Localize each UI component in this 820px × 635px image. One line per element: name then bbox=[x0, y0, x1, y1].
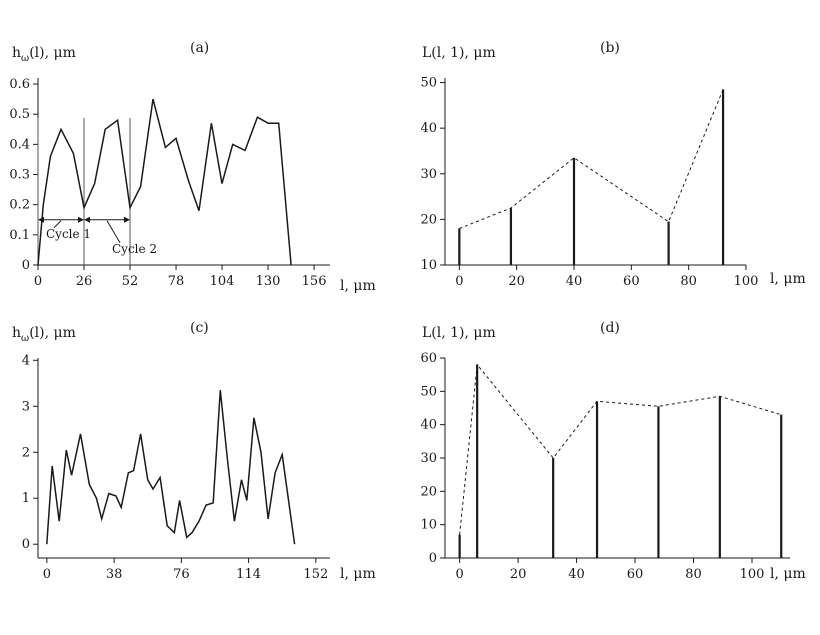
y-tick-label: 50 bbox=[420, 76, 437, 91]
x-tick-label: 152 bbox=[303, 567, 328, 582]
panel-label: (d) bbox=[600, 320, 620, 336]
y-tick-label: 4 bbox=[22, 353, 30, 368]
x-axis-label: l, μm bbox=[770, 271, 806, 287]
y-axis-label: L(l, 1), μm bbox=[422, 325, 496, 341]
panel-c: 0 38 76 114 152 0 1 2 3 4 hω(l), μm l, μm (c) bbox=[12, 320, 376, 582]
x-tick-label: 60 bbox=[623, 274, 640, 289]
y-axis-label: hω(l), μm bbox=[12, 45, 76, 64]
x-tick-label: 52 bbox=[122, 274, 139, 289]
x-tick-label: 60 bbox=[627, 567, 644, 582]
envelope-line bbox=[459, 89, 724, 229]
x-tick-label: 104 bbox=[210, 274, 235, 289]
x-tick-label: 20 bbox=[508, 274, 525, 289]
y-tick-label: 0 bbox=[22, 258, 30, 273]
cycle-label: Cycle 1 bbox=[46, 227, 91, 241]
x-tick-label: 100 bbox=[740, 567, 765, 582]
x-axis-label: l, μm bbox=[770, 566, 806, 582]
x-axis-label: l, μm bbox=[340, 278, 376, 294]
y-tick-label: 0.5 bbox=[9, 107, 30, 122]
y-tick-label: 50 bbox=[420, 384, 437, 399]
series-line bbox=[37, 98, 292, 266]
x-tick-label: 78 bbox=[168, 274, 185, 289]
x-tick-label: 40 bbox=[568, 567, 585, 582]
envelope-line bbox=[459, 363, 782, 535]
panel-d: 0 20 40 60 80 100 0 10 20 30 40 50 60 L(l, 1), μm l, μ… bbox=[420, 320, 805, 582]
x-tick-label: 114 bbox=[236, 567, 261, 582]
y-tick-label: 0.2 bbox=[9, 198, 30, 213]
x-tick-label: 80 bbox=[680, 274, 697, 289]
x-axis-label: l, μm bbox=[340, 566, 376, 582]
x-tick-label: 38 bbox=[106, 567, 123, 582]
arrow-head-right bbox=[78, 216, 85, 223]
y-tick-label: 1 bbox=[22, 491, 30, 506]
panel-label: (c) bbox=[190, 320, 209, 336]
y-tick-label: 10 bbox=[420, 258, 437, 273]
y-tick-label: 40 bbox=[420, 121, 437, 136]
panel-label: (b) bbox=[600, 40, 620, 56]
arrow-head-left bbox=[84, 216, 91, 223]
y-tick-label: 30 bbox=[420, 167, 437, 182]
x-tick-label: 40 bbox=[566, 274, 583, 289]
x-tick-label: 0 bbox=[34, 274, 42, 289]
y-tick-label: 20 bbox=[420, 484, 437, 499]
y-tick-label: 0.3 bbox=[9, 168, 30, 183]
x-tick-label: 0 bbox=[43, 567, 51, 582]
cycle-label: Cycle 2 bbox=[112, 242, 157, 256]
arrow-head-right bbox=[124, 216, 131, 223]
series-line bbox=[46, 390, 296, 545]
x-tick-label: 26 bbox=[76, 274, 93, 289]
y-axis-label: L(l, 1), μm bbox=[422, 45, 496, 61]
x-tick-label: 0 bbox=[455, 274, 463, 289]
y-tick-label: 0.6 bbox=[9, 77, 30, 92]
annotation-leader bbox=[53, 220, 62, 229]
y-axis-label: hω(l), μm bbox=[12, 325, 76, 344]
y-tick-label: 0 bbox=[429, 551, 437, 566]
x-tick-label: 76 bbox=[173, 567, 190, 582]
y-tick-label: 30 bbox=[420, 451, 437, 466]
x-tick-label: 100 bbox=[734, 274, 759, 289]
panel-a: 0 26 52 78 104 130 156 0 0.1 0.2 0.3 0.4 0.5 0.6 hω(l)… bbox=[9, 40, 375, 294]
y-tick-label: 40 bbox=[420, 418, 437, 433]
y-tick-label: 0.1 bbox=[9, 228, 30, 243]
arrow-head-left bbox=[38, 216, 44, 223]
x-tick-label: 80 bbox=[685, 567, 702, 582]
y-tick-label: 0 bbox=[22, 537, 30, 552]
x-tick-label: 130 bbox=[256, 274, 281, 289]
y-tick-label: 10 bbox=[420, 518, 437, 533]
x-tick-label: 156 bbox=[302, 274, 327, 289]
y-tick-label: 20 bbox=[420, 212, 437, 227]
y-tick-label: 2 bbox=[22, 445, 30, 460]
panel-b: 0 20 40 60 80 100 10 20 30 40 50 L(l, 1), μm l, μm (b… bbox=[420, 40, 805, 289]
y-tick-label: 60 bbox=[420, 351, 437, 366]
x-tick-label: 0 bbox=[455, 567, 463, 582]
annotation-leader bbox=[106, 220, 121, 244]
x-tick-label: 20 bbox=[510, 567, 527, 582]
y-tick-label: 0.4 bbox=[9, 137, 30, 152]
y-tick-label: 3 bbox=[22, 399, 30, 414]
panel-label: (a) bbox=[190, 40, 209, 56]
